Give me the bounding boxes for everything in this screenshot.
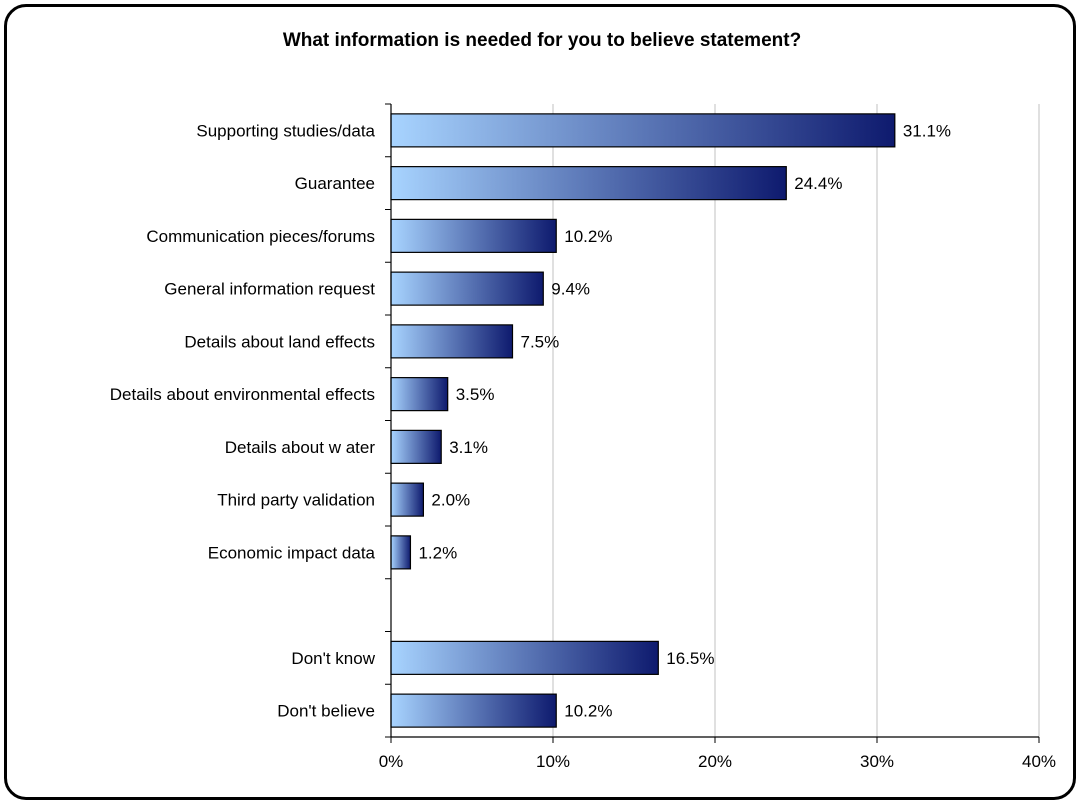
bar-details-about-w-ater [390,429,442,464]
x-tick-label: 30% [860,752,894,771]
chart-title: What information is needed for you to be… [282,30,802,51]
category-label: Details about land effects [184,332,375,351]
category-label: Third party validation [217,491,375,510]
bar-details-about-environmental-effects [390,377,449,412]
value-label: 24.4% [794,174,842,193]
category-label: Don't believe [277,702,375,721]
bar-third-party-validation [390,482,425,517]
bar-don-t-know [390,640,659,675]
bar-economic-impact-data [390,535,412,570]
value-label: 7.5% [521,332,560,351]
category-label: Supporting studies/data [196,121,375,140]
axes [385,103,1040,743]
value-label: 3.1% [449,438,488,457]
value-label: 16.5% [666,649,714,668]
value-label: 2.0% [431,491,470,510]
bar-communication-pieces-forums [390,218,557,253]
bar-general-information-request [390,271,544,306]
x-tick-label: 0% [379,752,404,771]
bar-don-t-believe [390,693,557,728]
value-label: 3.5% [456,385,495,404]
category-label: Communication pieces/forums [146,227,375,246]
category-label: Details about environmental effects [110,385,375,404]
value-label: 10.2% [564,227,612,246]
bars [390,113,896,728]
category-label: Economic impact data [208,543,376,562]
x-tick-label: 40% [1022,752,1056,771]
x-tick-label: 10% [536,752,570,771]
value-label: 1.2% [418,543,457,562]
category-label: General information request [164,280,375,299]
bar-details-about-land-effects [390,324,514,359]
value-label: 10.2% [564,702,612,721]
bar-guarantee [390,166,787,201]
bar-supporting-studies-data [390,113,896,148]
labels: 31.1% Supporting studies/data 24.4% Guarant… [110,121,1056,771]
category-label: Guarantee [295,174,375,193]
x-tick-label: 20% [698,752,732,771]
value-label: 31.1% [903,121,951,140]
gridlines [552,104,1040,737]
value-label: 9.4% [551,280,590,299]
category-label: Don't know [291,649,375,668]
category-label: Details about w ater [225,438,376,457]
